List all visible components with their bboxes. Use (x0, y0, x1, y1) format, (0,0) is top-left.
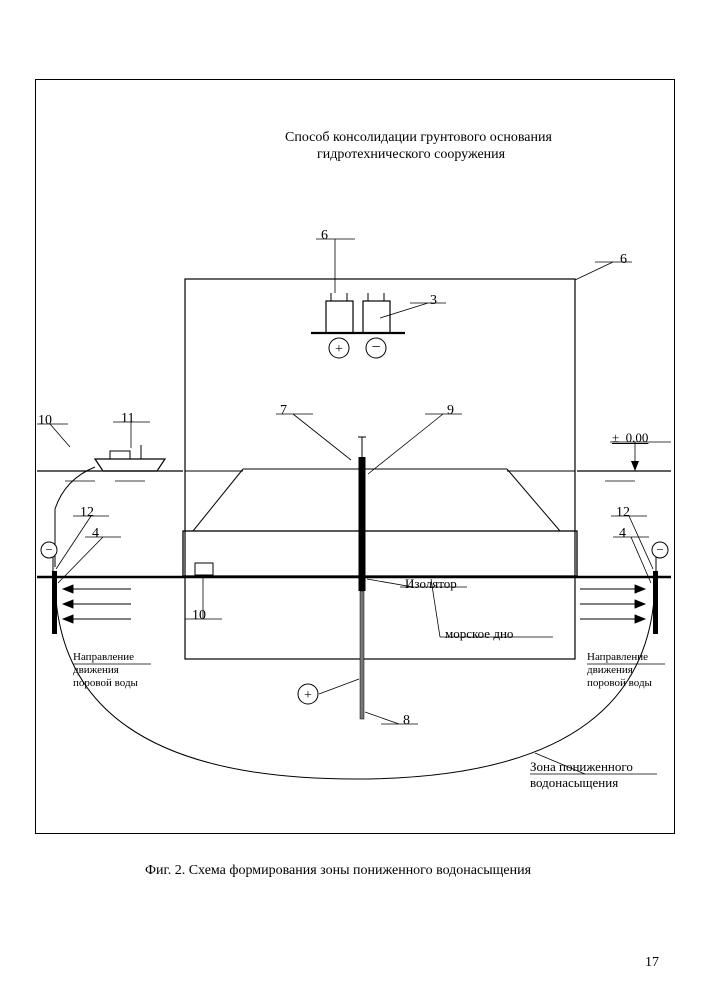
dir-left-3: поровой воды (73, 677, 138, 689)
dir-left-2: движения (73, 664, 119, 676)
ship-icon (95, 445, 165, 471)
seabed-label: морское дно (445, 626, 513, 642)
label-8: 8 (403, 713, 410, 729)
dir-right-1: Направление (587, 651, 648, 663)
label-6-right: 6 (620, 252, 627, 268)
water-level: ± 0.00 (612, 430, 648, 446)
dir-right-2: движения (587, 664, 633, 676)
zone-label-2: водонасыщения (530, 775, 618, 791)
label-10-left: 10 (38, 413, 52, 429)
dir-right-3: поровой воды (587, 677, 652, 689)
page-number: 17 (645, 955, 659, 971)
label-6-left: 6 (321, 228, 328, 244)
zone-label-1: Зона пониженного (530, 759, 633, 775)
svg-text:+: + (304, 688, 312, 703)
label-7: 7 (280, 403, 287, 419)
label-9: 9 (447, 403, 454, 419)
label-12-left: 12 (80, 505, 94, 521)
label-12-right: 12 (616, 505, 630, 521)
diagram-main: + − (35, 79, 675, 834)
label-10b: 10 (192, 608, 206, 624)
label-4-right: 4 (619, 526, 626, 542)
label-11: 11 (121, 411, 134, 427)
svg-text:−: − (371, 339, 380, 356)
svg-text:−: − (45, 542, 52, 557)
isolator-label: Изолятор (405, 576, 457, 592)
svg-text:+: + (335, 342, 343, 357)
svg-text:−: − (656, 542, 663, 557)
dir-left-1: Направление (73, 651, 134, 663)
label-4-left: 4 (92, 526, 99, 542)
figure-caption: Фиг. 2. Схема формирования зоны пониженн… (145, 863, 531, 879)
label-3: 3 (430, 293, 437, 309)
